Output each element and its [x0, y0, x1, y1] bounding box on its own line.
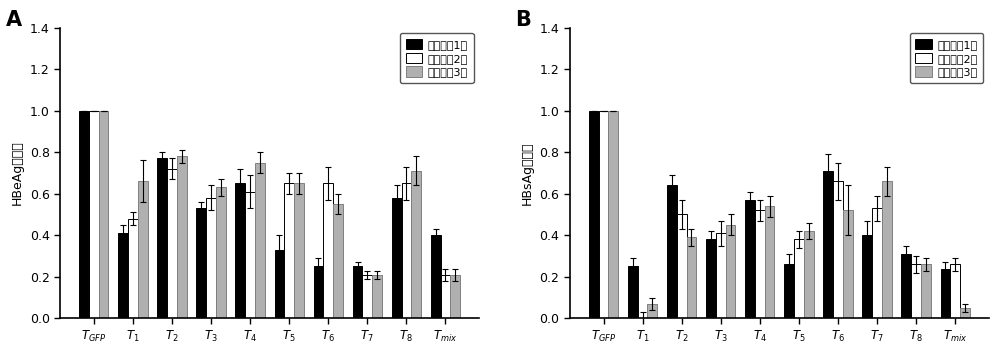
- Bar: [431, 235, 441, 318]
- Bar: [784, 264, 794, 318]
- Bar: [862, 235, 872, 318]
- Bar: [362, 275, 372, 318]
- Bar: [628, 267, 638, 318]
- Bar: [677, 214, 687, 318]
- Bar: [599, 111, 608, 318]
- Bar: [716, 233, 726, 318]
- Y-axis label: HBsAg相对量: HBsAg相对量: [521, 141, 534, 205]
- Bar: [353, 267, 362, 318]
- Bar: [333, 204, 343, 318]
- Bar: [608, 111, 618, 318]
- Bar: [196, 208, 206, 318]
- Bar: [441, 275, 450, 318]
- Bar: [89, 111, 99, 318]
- Bar: [402, 183, 411, 318]
- Bar: [79, 111, 89, 318]
- Bar: [275, 250, 284, 318]
- Bar: [206, 198, 216, 318]
- Bar: [450, 275, 460, 318]
- Bar: [823, 171, 833, 318]
- Legend: 感染后第1天, 感染后第2天, 感染后第3天: 感染后第1天, 感染后第2天, 感染后第3天: [400, 33, 474, 83]
- Bar: [911, 264, 921, 318]
- Bar: [687, 237, 696, 318]
- Bar: [765, 206, 774, 318]
- Bar: [245, 192, 255, 318]
- Bar: [138, 181, 148, 318]
- Bar: [804, 231, 814, 318]
- Bar: [372, 275, 382, 318]
- Bar: [392, 198, 402, 318]
- Bar: [255, 163, 265, 318]
- Bar: [235, 183, 245, 318]
- Bar: [314, 267, 323, 318]
- Bar: [216, 187, 226, 318]
- Bar: [167, 169, 177, 318]
- Bar: [921, 264, 931, 318]
- Bar: [843, 211, 853, 318]
- Bar: [872, 208, 882, 318]
- Bar: [589, 111, 599, 318]
- Bar: [667, 185, 677, 318]
- Bar: [755, 211, 765, 318]
- Bar: [411, 171, 421, 318]
- Bar: [284, 183, 294, 318]
- Bar: [794, 239, 804, 318]
- Bar: [941, 268, 950, 318]
- Bar: [647, 304, 657, 318]
- Bar: [118, 233, 128, 318]
- Bar: [745, 200, 755, 318]
- Bar: [157, 158, 167, 318]
- Bar: [950, 264, 960, 318]
- Text: B: B: [515, 10, 531, 30]
- Bar: [294, 183, 304, 318]
- Bar: [99, 111, 108, 318]
- Bar: [833, 181, 843, 318]
- Bar: [726, 225, 735, 318]
- Bar: [706, 239, 716, 318]
- Bar: [128, 219, 138, 318]
- Y-axis label: HBeAg相对量: HBeAg相对量: [11, 141, 24, 205]
- Bar: [177, 156, 187, 318]
- Legend: 感染后第1天, 感染后第2天, 感染后第3天: 感染后第1天, 感染后第2天, 感染后第3天: [910, 33, 983, 83]
- Bar: [960, 308, 970, 318]
- Text: A: A: [6, 10, 22, 30]
- Bar: [323, 183, 333, 318]
- Bar: [901, 254, 911, 318]
- Bar: [882, 181, 892, 318]
